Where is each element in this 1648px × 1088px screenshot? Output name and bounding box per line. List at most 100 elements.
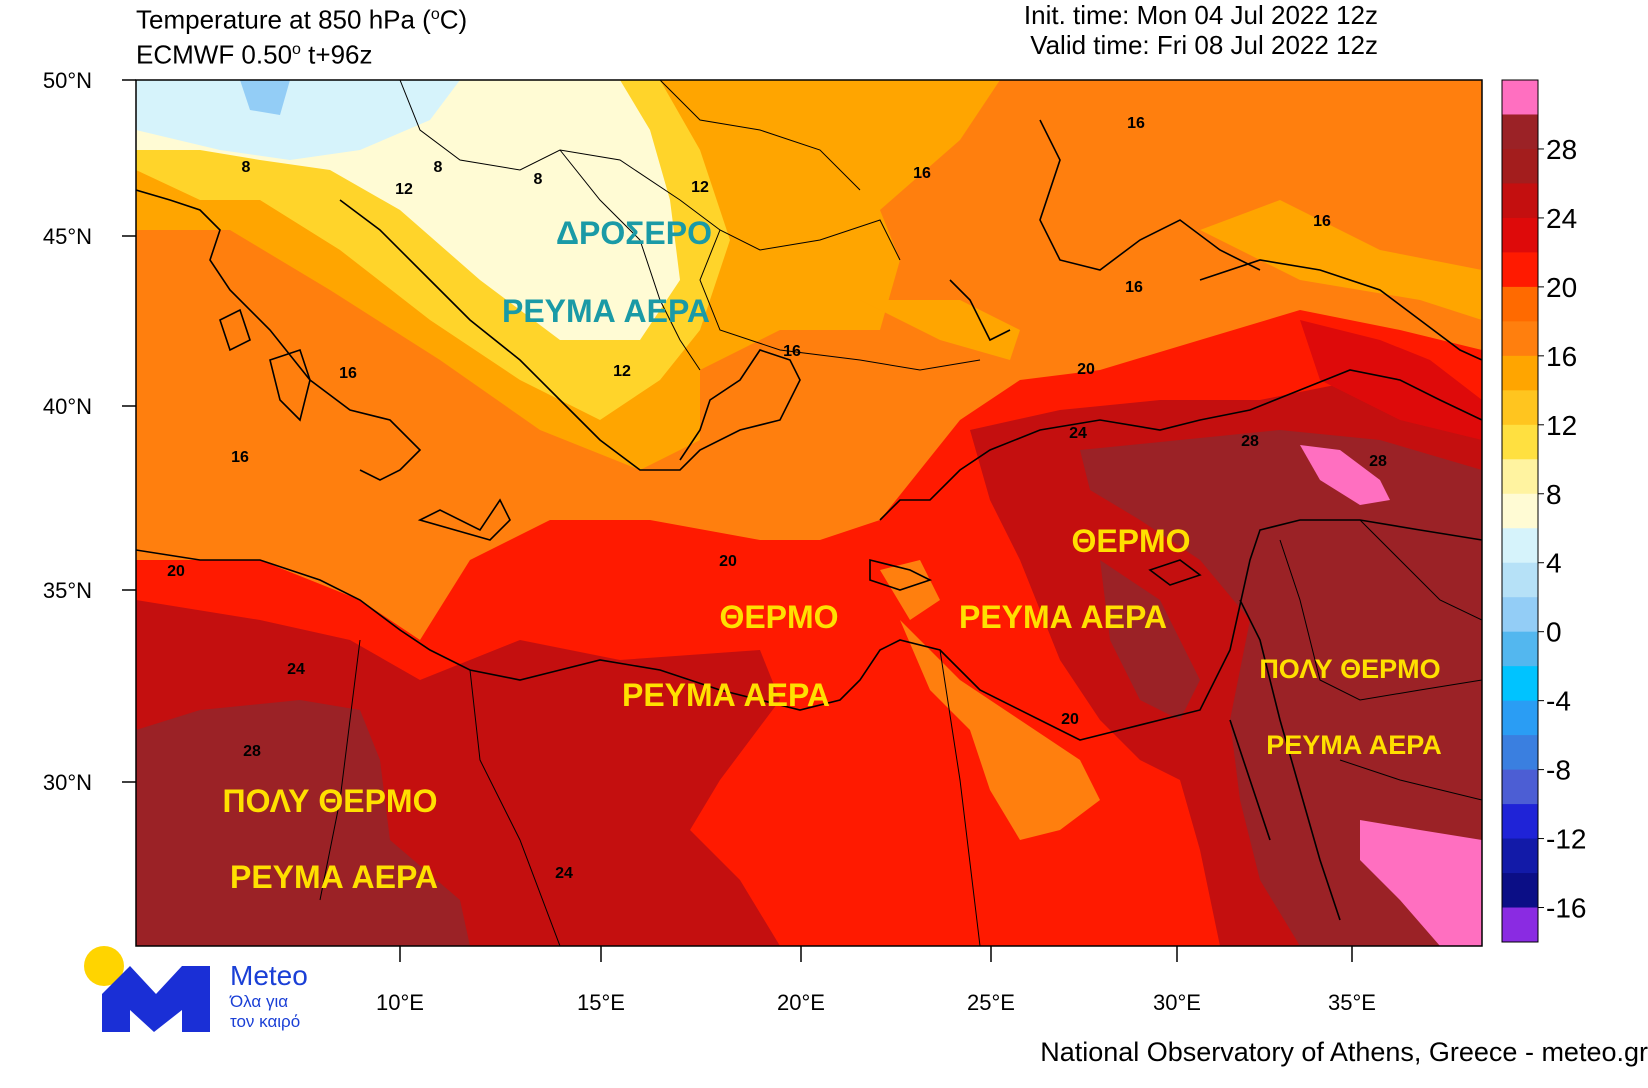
annotation-warm-central-flow: ΡΕΥΜΑ ΑΕΡΑ	[622, 677, 830, 713]
annotation-very-hot-west-flow: ΡΕΥΜΑ ΑΕΡΑ	[230, 859, 438, 895]
legend-swatch	[1502, 700, 1538, 736]
legend-swatch	[1502, 873, 1538, 909]
annotation-cool: ΔΡΟΣΕΡΟ	[556, 215, 712, 251]
legend-swatch	[1502, 355, 1538, 391]
contour-label: 12	[691, 179, 709, 196]
contour-label: 28	[243, 743, 261, 760]
contour-label: 20	[167, 563, 185, 580]
annotation-cool-flow: ΡΕΥΜΑ ΑΕΡΑ	[502, 293, 710, 329]
lat-label-30: 30°N	[43, 770, 92, 795]
map-frame	[135, 79, 1483, 947]
contour-label: 12	[613, 363, 631, 380]
legend-swatch	[1502, 183, 1538, 219]
legend-swatch	[1502, 528, 1538, 564]
legend-swatch	[1502, 217, 1538, 253]
band-28-west	[136, 700, 470, 946]
legend-frame	[1501, 79, 1539, 943]
band-0-4	[136, 80, 460, 160]
country-borders	[319, 80, 1482, 946]
legend-label: -12	[1546, 824, 1586, 855]
meteo-logo	[82, 944, 222, 1034]
lat-label-40: 40°N	[43, 394, 92, 419]
map-title-block: Temperature at 850 hPa (oC) ECMWF 0.50o …	[136, 0, 468, 70]
lat-label-50: 50°N	[43, 68, 92, 93]
contour-label: 8	[534, 171, 543, 188]
legend-label: 0	[1546, 617, 1562, 648]
contour-label: 12	[395, 181, 413, 198]
map-title: Temperature at 850 hPa (oC)	[136, 4, 468, 35]
annotations: ΔΡΟΣΕΡΟ ΡΕΥΜΑ ΑΕΡΑ ΘΕΡΜΟ ΡΕΥΜΑ ΑΕΡΑ ΘΕΡΜ…	[223, 215, 1191, 895]
legend-swatch	[1502, 666, 1538, 702]
contour-label: 28	[1241, 433, 1259, 450]
legend-swatch	[1502, 286, 1538, 322]
color-legend: 28 24 20 16 12 8 4 0 -4 -8 -12 -16	[1501, 79, 1586, 943]
legend-label: 20	[1546, 272, 1577, 303]
contour-label: 24	[555, 865, 573, 882]
legend-label: 8	[1546, 479, 1562, 510]
lon-label-30: 30°E	[1153, 990, 1201, 1015]
legend-label: -4	[1546, 686, 1571, 717]
legend-swatch	[1502, 390, 1538, 426]
contour-label: 16	[1125, 279, 1143, 296]
legend-label: 12	[1546, 410, 1577, 441]
annotation-warm-central: ΘΕΡΜΟ	[719, 599, 838, 635]
contour-label: 16	[1127, 115, 1145, 132]
legend-swatch	[1502, 459, 1538, 495]
band-32-b	[1360, 820, 1482, 946]
logo-tagline-1: Όλα για	[230, 992, 289, 1011]
contour-label: 16	[783, 343, 801, 360]
meteo-logo-mark	[84, 946, 210, 1032]
legend-swatch	[1502, 114, 1538, 150]
lat-label-45: 45°N	[43, 224, 92, 249]
logo-name: Meteo	[230, 960, 308, 991]
lon-labels: 10°E 15°E 20°E 25°E 30°E 35°E	[376, 990, 1376, 1015]
legend-swatch	[1502, 631, 1538, 667]
lon-label-10: 10°E	[376, 990, 424, 1015]
annotation-very-hot-east: ΠΟΛΥ ΘΕΡΜΟ	[1259, 654, 1440, 684]
init-time: Init. time: Mon 04 Jul 2022 12z	[1023, 0, 1378, 30]
legend-label: -16	[1546, 893, 1586, 924]
contour-label: 16	[913, 165, 931, 182]
legend-swatch	[1502, 321, 1538, 357]
contour-label: 28	[1369, 453, 1387, 470]
logo-tagline-2: τον καιρό	[230, 1012, 301, 1031]
annotations-east: ΠΟΛΥ ΘΕΡΜΟ ΡΕΥΜΑ ΑΕΡΑ	[1259, 654, 1441, 760]
annotation-very-hot-east-flow: ΡΕΥΜΑ ΑΕΡΑ	[1266, 730, 1442, 760]
lon-label-25: 25°E	[967, 990, 1015, 1015]
contour-label: 8	[434, 159, 443, 176]
annotation-warm: ΘΕΡΜΟ	[1071, 523, 1190, 559]
legend-label: -8	[1546, 755, 1571, 786]
contour-label: 24	[287, 661, 305, 678]
contour-labels: 8 8 8 12 12 12 16 16 16 16 16 16 16 20 2…	[167, 115, 1387, 882]
contour-label: 20	[1061, 711, 1079, 728]
contour-label: 16	[231, 449, 249, 466]
time-block: Init. time: Mon 04 Jul 2022 12z Valid ti…	[1024, 0, 1378, 60]
lon-label-15: 15°E	[577, 990, 625, 1015]
legend-label: 28	[1546, 134, 1577, 165]
legend-swatch	[1502, 493, 1538, 529]
contour-label: 16	[339, 365, 357, 382]
contour-label: 20	[1077, 361, 1095, 378]
footer-credit: National Observatory of Athens, Greece -…	[1040, 1037, 1648, 1067]
legend-label: 24	[1546, 203, 1577, 234]
legend-label: 16	[1546, 341, 1577, 372]
lon-label-35: 35°E	[1328, 990, 1376, 1015]
legend-swatch	[1502, 735, 1538, 771]
axis-ticks	[122, 79, 1353, 962]
annotation-warm-flow: ΡΕΥΜΑ ΑΕΡΑ	[959, 599, 1167, 635]
band-28-east	[1080, 430, 1482, 946]
logo-text: Meteo Όλα για τον καιρό	[230, 960, 308, 1032]
legend-swatch	[1502, 907, 1538, 943]
sun-icon	[84, 946, 124, 986]
annotation-very-hot-west: ΠΟΛΥ ΘΕΡΜΟ	[223, 783, 438, 819]
contour-label: 16	[1313, 213, 1331, 230]
contour-label: 24	[1069, 425, 1087, 442]
legend-swatch	[1502, 838, 1538, 874]
valid-time: Valid time: Fri 08 Jul 2022 12z	[1030, 30, 1378, 60]
legend-label: 4	[1546, 548, 1562, 579]
legend-swatch	[1502, 252, 1538, 288]
contour-label: 8	[242, 159, 251, 176]
lat-label-35: 35°N	[43, 578, 92, 603]
coastlines	[136, 119, 1482, 921]
